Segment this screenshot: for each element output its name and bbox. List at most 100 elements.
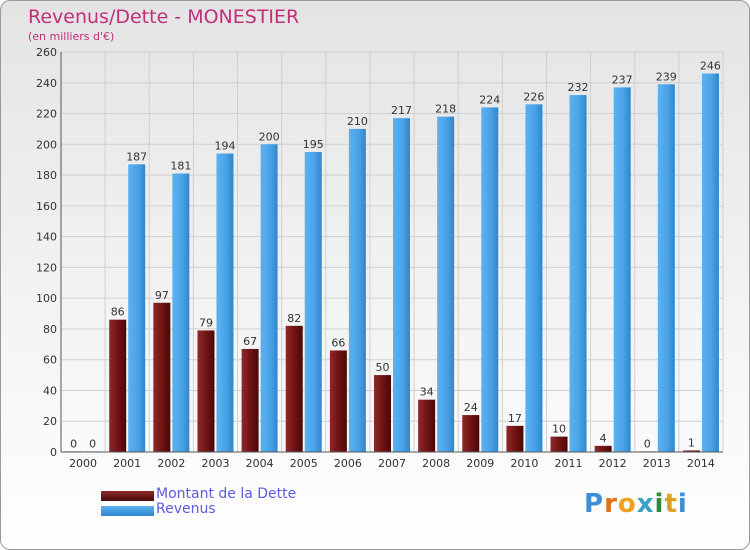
data-label-revenus-2009: 224: [479, 93, 500, 106]
data-label-dette-2008: 34: [420, 386, 434, 399]
bar-revenus-2012: [613, 87, 631, 452]
y-tick-label: 100: [36, 292, 57, 305]
bar-revenus-2005: [304, 152, 322, 452]
bar-dette-2003: [197, 330, 215, 452]
logo-letter: i: [677, 489, 688, 519]
bar-revenus-2002: [172, 173, 190, 453]
data-label-dette-2011: 10: [552, 423, 566, 436]
bars-layer: [65, 73, 719, 453]
x-tick-label-2001: 2001: [113, 457, 141, 470]
data-label-revenus-2001: 187: [126, 150, 147, 163]
y-tick-label: 220: [36, 108, 57, 121]
x-tick-label-2006: 2006: [334, 457, 362, 470]
data-label-dette-2002: 97: [155, 289, 169, 302]
bar-revenus-2006: [348, 128, 366, 452]
x-tick-label-2007: 2007: [378, 457, 406, 470]
axis-layer: 0204060801001201401601802002202402602000…: [36, 46, 723, 470]
logo-letter: o: [617, 489, 637, 519]
bar-revenus-2014: [701, 73, 719, 453]
bar-dette-2010: [506, 425, 524, 452]
bar-dette-2004: [241, 348, 259, 452]
data-label-dette-2009: 24: [464, 401, 478, 414]
legend-label-revenus: Revenus: [156, 501, 216, 517]
x-tick-label-2002: 2002: [157, 457, 185, 470]
bar-dette-2014: [682, 450, 700, 452]
bar-dette-2007: [374, 375, 391, 452]
data-label-revenus-2011: 232: [568, 81, 589, 94]
data-label-dette-2007: 50: [376, 361, 390, 374]
bar-dette-2012: [594, 445, 612, 452]
data-label-dette-2004: 67: [243, 335, 257, 348]
bar-dette-2011: [550, 436, 568, 452]
bar-revenus-2007: [393, 118, 410, 453]
y-tick-label: 80: [43, 323, 57, 336]
data-label-revenus-2013: 239: [656, 70, 677, 83]
logo-letter: i: [654, 489, 665, 519]
labels-layer: 0 086187971817919467200821956621050217342…: [70, 60, 721, 451]
data-label-dette-2010: 17: [508, 412, 522, 425]
legend-label-dette: Montant de la Dette: [156, 486, 297, 502]
bar-dette-2001: [109, 319, 127, 452]
legend-swatch-revenus: [101, 506, 154, 516]
logo-letter: r: [604, 489, 618, 519]
bar-revenus-2011: [569, 95, 587, 453]
data-label-revenus-2005: 195: [303, 138, 324, 151]
data-label-dette-2001: 86: [111, 306, 125, 319]
bar-revenus-2008: [437, 116, 455, 452]
data-label-revenus-2006: 210: [347, 115, 368, 128]
logo-letter: x: [636, 489, 655, 519]
bar-dette-2002: [153, 302, 171, 452]
data-label-revenus-2003: 194: [214, 140, 235, 153]
x-tick-label-2014: 2014: [687, 457, 715, 470]
data-label-dette-2005: 82: [287, 312, 301, 325]
bar-revenus-2001: [128, 164, 146, 453]
x-tick-label-2000: 2000: [69, 457, 97, 470]
data-label-revenus-2010: 226: [523, 90, 544, 103]
chart-title: Revenus/Dette - MONESTIER: [28, 6, 300, 28]
data-label-revenus-2012: 237: [612, 73, 633, 86]
data-label-revenus-2002: 181: [170, 160, 191, 173]
data-label-dette-2006: 66: [331, 336, 345, 349]
x-tick-label-2003: 2003: [201, 457, 229, 470]
logo-letter: t: [664, 489, 678, 519]
bar-revenus-2003: [216, 153, 234, 453]
bar-revenus-2004: [260, 144, 278, 453]
y-tick-label: 180: [36, 169, 57, 182]
x-tick-label-2005: 2005: [290, 457, 318, 470]
data-label-revenus-2014: 246: [700, 60, 721, 73]
x-tick-label-2010: 2010: [510, 457, 538, 470]
x-tick-label-2009: 2009: [466, 457, 494, 470]
bar-revenus-2009: [481, 107, 499, 452]
bar-dette-2009: [462, 415, 480, 452]
data-label-revenus-2004: 200: [259, 130, 280, 143]
y-tick-label: 0: [50, 446, 57, 459]
data-label-revenus-2008: 218: [435, 103, 456, 116]
bar-dette-2008: [418, 399, 436, 452]
data-label-revenus-2007: 217: [391, 104, 412, 117]
x-tick-label-2011: 2011: [555, 457, 583, 470]
x-tick-label-2012: 2012: [599, 457, 627, 470]
x-tick-label-2008: 2008: [422, 457, 450, 470]
x-tick-label-2013: 2013: [643, 457, 671, 470]
data-label-dette-2013: 0: [644, 437, 651, 450]
x-tick-label-2004: 2004: [246, 457, 274, 470]
data-label-dette-2000: 0: [70, 437, 77, 450]
y-tick-label: 260: [36, 46, 57, 59]
y-tick-label: 60: [43, 354, 57, 367]
data-label-dette-2003: 79: [199, 316, 213, 329]
legend-swatch-dette: [101, 491, 154, 501]
y-tick-label: 140: [36, 231, 57, 244]
chart-subtitle: (en milliers d'€): [28, 30, 115, 43]
bar-dette-2005: [285, 325, 303, 452]
bar-revenus-2013: [657, 84, 675, 453]
y-tick-label: 240: [36, 77, 57, 90]
data-label-revenus-2000: 0: [89, 437, 96, 450]
data-label-dette-2014: 1: [688, 436, 695, 449]
bar-dette-2006: [329, 350, 347, 452]
y-tick-label: 40: [43, 384, 57, 397]
logo-letter: P: [584, 489, 605, 519]
y-tick-label: 20: [43, 415, 57, 428]
bar-revenus-2010: [525, 104, 543, 453]
